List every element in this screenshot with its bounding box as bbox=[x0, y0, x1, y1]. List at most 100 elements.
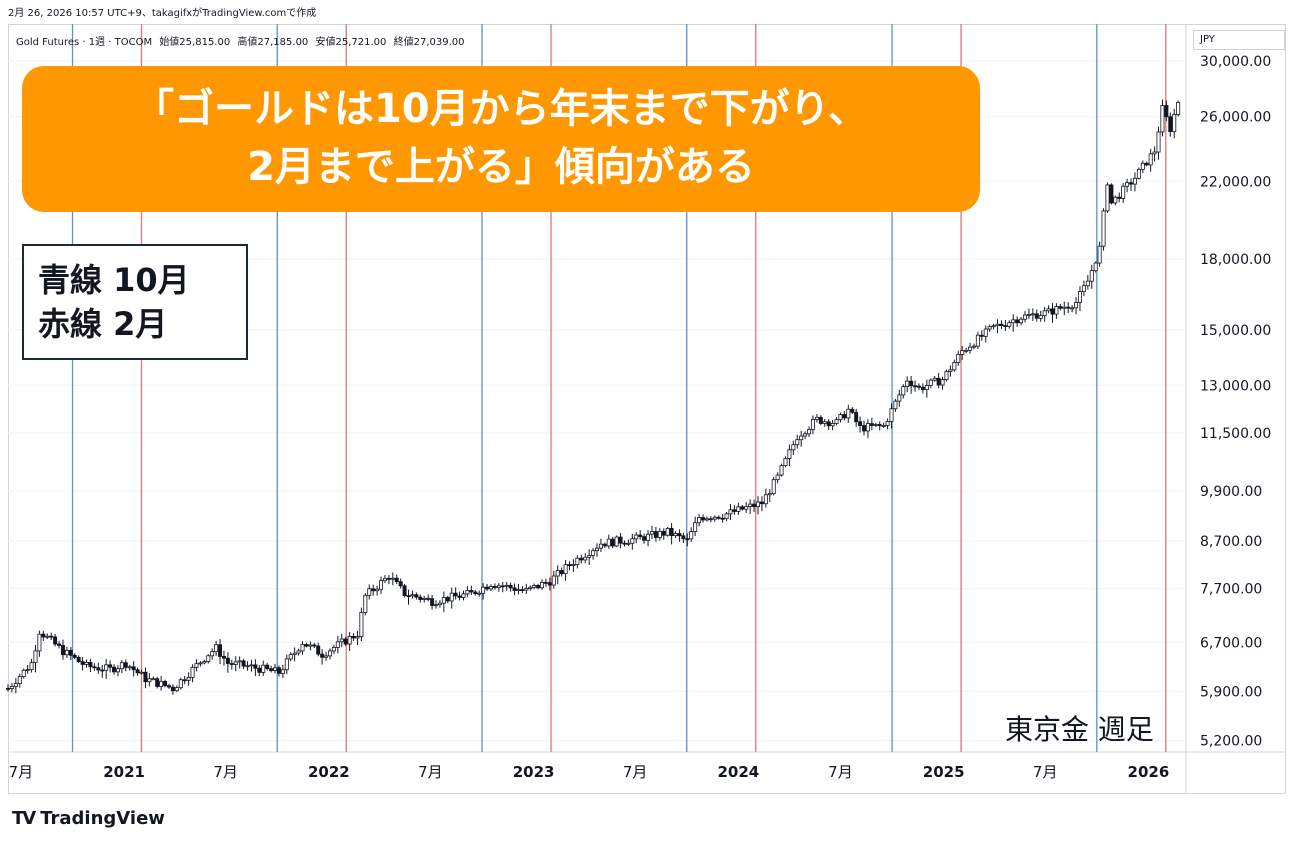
candle-down bbox=[218, 644, 223, 657]
candle-up bbox=[571, 564, 576, 566]
candle-down bbox=[716, 516, 721, 519]
candle-up bbox=[614, 536, 619, 547]
candle-up bbox=[206, 655, 211, 662]
candle-down bbox=[1144, 162, 1149, 166]
candle-up bbox=[198, 662, 203, 665]
candle-down bbox=[1164, 105, 1169, 118]
candle-down bbox=[123, 662, 128, 668]
time-tick-label: 2024 bbox=[717, 763, 759, 781]
candle-down bbox=[68, 649, 73, 656]
candle-down bbox=[818, 416, 823, 424]
time-tick-label: 7月 bbox=[1033, 763, 1058, 781]
candle-up bbox=[649, 531, 654, 535]
candle-up bbox=[210, 651, 215, 657]
candle-up bbox=[736, 506, 741, 512]
candle-down bbox=[241, 660, 246, 667]
candle-up bbox=[339, 638, 344, 643]
candle-up bbox=[9, 685, 14, 689]
candle-up bbox=[901, 386, 906, 396]
candle-up bbox=[327, 650, 332, 657]
candle-down bbox=[979, 334, 984, 337]
candle-up bbox=[591, 550, 596, 556]
candle-up bbox=[948, 369, 953, 372]
candle-down bbox=[343, 638, 348, 645]
candle-up bbox=[17, 676, 22, 684]
price-axis: 30,000.00 26,000.00 22,000.00 18,000.00 15,0… bbox=[8, 24, 1286, 794]
candle-up bbox=[186, 676, 191, 681]
candle-up bbox=[324, 655, 329, 658]
candle-up bbox=[1074, 302, 1079, 309]
candle-up bbox=[1077, 291, 1082, 303]
candle-up bbox=[767, 493, 772, 496]
candle-down bbox=[414, 594, 419, 598]
candle-down bbox=[469, 590, 474, 593]
candle-series bbox=[6, 99, 1181, 695]
candle-up bbox=[355, 636, 360, 639]
candle-up bbox=[704, 518, 709, 521]
candle-down bbox=[547, 582, 552, 586]
tradingview-brand[interactable]: TV TradingView bbox=[12, 808, 165, 829]
candle-down bbox=[720, 517, 725, 520]
candle-up bbox=[783, 458, 788, 467]
candle-up bbox=[64, 649, 69, 656]
price-tick-label: 7,700.00 bbox=[1200, 581, 1262, 597]
candle-down bbox=[394, 577, 399, 583]
candle-down bbox=[752, 503, 757, 507]
price-tick-label: 11,500.00 bbox=[1200, 426, 1271, 442]
candle-down bbox=[96, 667, 101, 671]
candle-up bbox=[598, 543, 603, 549]
price-tick-label: 26,000.00 bbox=[1200, 109, 1271, 125]
candle-up bbox=[1113, 196, 1118, 204]
candle-up bbox=[174, 687, 179, 692]
candle-up bbox=[665, 528, 670, 536]
candle-up bbox=[1105, 184, 1110, 212]
time-axis: 7月 2021 7月 2022 7月 2023 7月 2024 7月 2025 7月 2026 bbox=[9, 763, 1170, 781]
candle-down bbox=[869, 423, 874, 426]
candle-up bbox=[995, 323, 1000, 327]
candle-up bbox=[991, 325, 996, 328]
candle-up bbox=[693, 522, 698, 532]
headline-banner: 「ゴールドは10月から年末まで下がり、 2月まで上がる」傾向がある bbox=[22, 66, 980, 212]
candle-up bbox=[449, 592, 454, 602]
candle-down bbox=[999, 323, 1004, 326]
candle-down bbox=[57, 643, 62, 646]
candle-down bbox=[1117, 196, 1122, 199]
symbol-name[interactable]: Gold Futures · 1週 · TOCOM bbox=[16, 37, 153, 48]
price-tick-label: 13,000.00 bbox=[1200, 378, 1271, 394]
candle-up bbox=[814, 416, 819, 420]
candle-up bbox=[465, 590, 470, 595]
candle-up bbox=[504, 584, 509, 587]
candle-up bbox=[1054, 306, 1059, 315]
candle-down bbox=[320, 653, 325, 658]
candle-up bbox=[461, 593, 466, 598]
candle-up bbox=[555, 570, 560, 577]
candle-down bbox=[457, 595, 462, 598]
candle-up bbox=[1023, 314, 1028, 320]
candle-down bbox=[512, 587, 517, 591]
candle-up bbox=[771, 479, 776, 495]
candle-down bbox=[182, 679, 187, 682]
candle-up bbox=[139, 671, 144, 674]
candle-up bbox=[363, 594, 368, 613]
candle-up bbox=[905, 380, 910, 387]
candle-down bbox=[316, 645, 321, 655]
candle-up bbox=[237, 660, 242, 663]
candle-up bbox=[178, 679, 183, 689]
candle-up bbox=[968, 346, 973, 351]
candle-up bbox=[159, 681, 164, 687]
candle-down bbox=[877, 424, 882, 427]
candle-down bbox=[909, 380, 914, 387]
candle-down bbox=[701, 517, 706, 521]
candle-down bbox=[112, 666, 117, 673]
candle-down bbox=[72, 654, 77, 658]
candle-up bbox=[657, 530, 662, 538]
candle-up bbox=[587, 555, 592, 558]
candle-up bbox=[296, 650, 301, 654]
candle-down bbox=[473, 591, 478, 595]
candle-up bbox=[956, 354, 961, 363]
candle-up bbox=[983, 328, 988, 337]
currency-selector[interactable]: JPY bbox=[1193, 30, 1285, 50]
candle-up bbox=[964, 349, 969, 352]
candle-up bbox=[803, 433, 808, 437]
